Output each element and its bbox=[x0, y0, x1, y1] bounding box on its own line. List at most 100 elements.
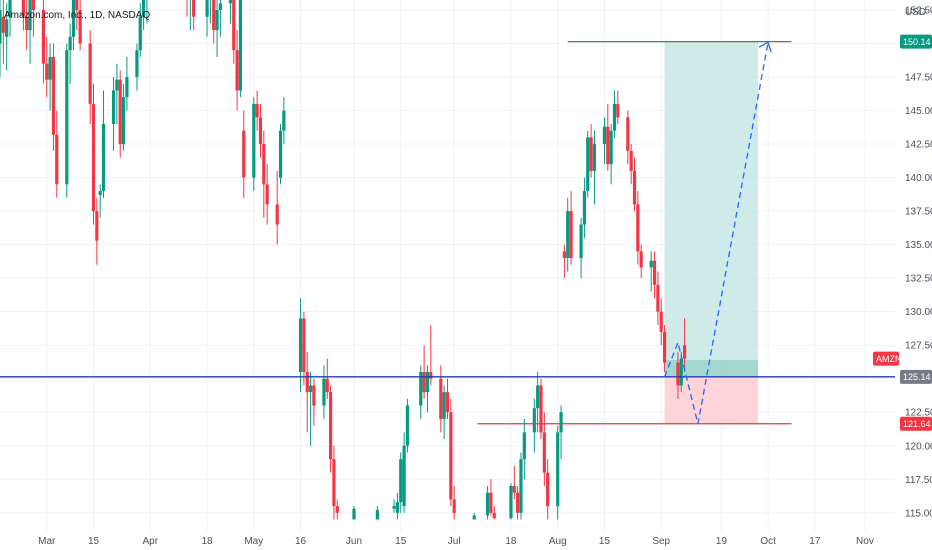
candle bbox=[242, 110, 246, 198]
candle bbox=[45, 36, 49, 98]
candle bbox=[662, 325, 667, 373]
candle-body bbox=[111, 90, 116, 124]
stop-price-tag bbox=[900, 416, 932, 431]
candle-body bbox=[532, 408, 536, 433]
candle-body bbox=[402, 445, 406, 507]
candle-body bbox=[609, 130, 613, 165]
candle-body bbox=[45, 63, 49, 80]
candle-body bbox=[75, 0, 79, 11]
candle bbox=[649, 251, 653, 292]
candle-body bbox=[21, 0, 25, 17]
candle bbox=[676, 351, 680, 399]
projection-dashed-line bbox=[663, 42, 769, 424]
candle-body bbox=[51, 56, 56, 135]
candle bbox=[68, 23, 72, 84]
candle-body bbox=[88, 43, 92, 104]
time-tick-label: Mar bbox=[38, 536, 56, 547]
symbol-tag bbox=[873, 351, 899, 366]
current-price-tag-text: 125.14 bbox=[903, 372, 931, 382]
price-tick-label: 140.00 bbox=[905, 173, 932, 184]
candle bbox=[332, 445, 336, 520]
candle bbox=[189, 0, 191, 31]
candle bbox=[282, 97, 286, 145]
candle-body bbox=[235, 50, 239, 91]
candle bbox=[215, 0, 219, 57]
candle bbox=[138, 3, 142, 57]
time-tick-label: Apr bbox=[142, 536, 158, 547]
candle-body bbox=[559, 412, 563, 433]
candle-body bbox=[98, 191, 102, 196]
candle-body bbox=[592, 144, 597, 171]
candle-body bbox=[659, 311, 663, 332]
candle bbox=[562, 244, 566, 279]
candle bbox=[1, 0, 5, 64]
candle-body bbox=[519, 459, 523, 513]
candle bbox=[626, 110, 630, 165]
candle-body bbox=[65, 50, 69, 185]
price-tick-label: 120.00 bbox=[905, 441, 932, 452]
candle-body bbox=[569, 211, 573, 259]
candle bbox=[255, 90, 259, 131]
candle bbox=[95, 197, 99, 265]
candle-body bbox=[399, 459, 403, 503]
candle bbox=[586, 130, 590, 198]
candle-body bbox=[512, 485, 516, 493]
candle bbox=[609, 123, 613, 185]
candle bbox=[492, 506, 496, 520]
candle bbox=[146, 0, 148, 24]
candle-body bbox=[509, 485, 513, 519]
candle bbox=[579, 217, 583, 279]
candle-body bbox=[31, 0, 35, 11]
time-tick-label: 18 bbox=[201, 536, 213, 547]
candle bbox=[566, 197, 570, 272]
time-axis[interactable]: Mar 15 Apr 18 May 16 Jun 15 Jul 18 Aug 15 Sep 19 Oct 17… bbox=[38, 536, 874, 547]
candle bbox=[629, 144, 633, 185]
candle-body bbox=[579, 224, 583, 259]
candle bbox=[405, 398, 410, 453]
candle bbox=[439, 365, 443, 433]
candle-body bbox=[429, 372, 433, 379]
candle bbox=[516, 485, 520, 520]
candle-body bbox=[676, 362, 680, 386]
candle bbox=[375, 506, 379, 520]
price-axis[interactable]: 115.00117.50120.00122.50125.00127.50130.… bbox=[905, 6, 932, 520]
candle-body bbox=[238, 0, 243, 91]
candle bbox=[305, 351, 309, 433]
candle-body bbox=[68, 36, 72, 51]
candle-body bbox=[212, 0, 216, 31]
candle-body bbox=[375, 510, 379, 520]
candle bbox=[556, 425, 560, 520]
candle bbox=[125, 56, 129, 111]
candle bbox=[392, 499, 396, 513]
candle-body bbox=[395, 502, 400, 513]
candle-body bbox=[95, 211, 99, 241]
candle-body bbox=[562, 251, 566, 259]
candle bbox=[65, 43, 69, 198]
candle-body bbox=[566, 211, 570, 259]
candle-body bbox=[536, 385, 540, 409]
price-tick-label: 142.50 bbox=[905, 140, 932, 151]
candle bbox=[278, 123, 283, 185]
price-tick-label: 115.00 bbox=[905, 508, 932, 519]
candle bbox=[91, 83, 96, 225]
candle-body bbox=[218, 3, 223, 11]
candle bbox=[298, 298, 303, 393]
candle bbox=[539, 378, 543, 440]
candle bbox=[683, 318, 687, 373]
candle bbox=[592, 130, 597, 205]
time-tick-label: 15 bbox=[395, 536, 407, 547]
time-tick-label: Nov bbox=[856, 536, 874, 547]
candle bbox=[228, 0, 233, 24]
candle bbox=[616, 90, 620, 124]
candle bbox=[262, 130, 266, 218]
time-tick-label: Sep bbox=[652, 536, 670, 547]
candle bbox=[218, 0, 223, 37]
candle-body bbox=[586, 137, 590, 192]
target-price-tag-text: 150.14 bbox=[903, 37, 931, 47]
candle bbox=[258, 103, 263, 158]
candle-body bbox=[352, 508, 356, 520]
candle bbox=[536, 372, 540, 433]
candle bbox=[88, 30, 92, 124]
candle bbox=[325, 358, 329, 399]
